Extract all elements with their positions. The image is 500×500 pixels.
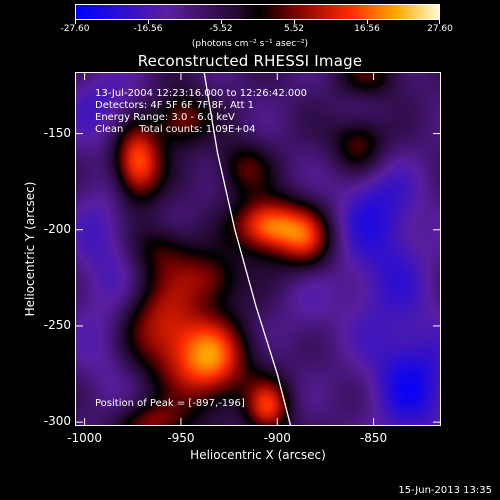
y-tick-label: -150	[43, 125, 71, 140]
info-detectors: Detectors: 4F 5F 6F 7F 8F, Att 1	[95, 100, 255, 111]
colorbar-tick-label: -27.60	[60, 24, 90, 34]
info-time: 13-Jul-2004 12:23:16.000 to 12:26:42.000	[95, 88, 307, 99]
timestamp: 15-Jun-2013 13:35	[398, 485, 492, 496]
heatmap-canvas	[75, 72, 441, 426]
info-clean: Clean Total counts: 1.09E+04	[95, 124, 256, 135]
y-tick-label: -200	[43, 221, 71, 236]
x-axis-label: Heliocentric X (arcsec)	[190, 448, 326, 462]
plot-title: Reconstructed RHESSI Image	[137, 52, 363, 70]
colorbar-tick-mark	[294, 19, 295, 24]
y-tick-marks	[75, 133, 441, 423]
image-plot: 13-Jul-2004 12:23:16.000 to 12:26:42.000…	[75, 72, 441, 426]
x-tick-label: -1000	[67, 431, 103, 445]
colorbar-tick-mark	[148, 19, 149, 24]
colorbar-tick-label: 16.56	[354, 24, 380, 34]
x-tick-marks	[84, 72, 375, 426]
solar-limb-line	[203, 72, 292, 426]
plot-overlay	[75, 72, 441, 426]
colorbar-tick-mark	[221, 19, 222, 24]
colorbar-tick-label: -5.52	[209, 24, 233, 34]
colorbar-tick-label: 27.60	[427, 24, 453, 34]
y-tick-label: -300	[43, 414, 71, 429]
info-energy: Energy Range: 3.0 - 6.0 keV	[95, 112, 235, 123]
colorbar-gradient	[76, 5, 439, 19]
plot-frame	[75, 72, 441, 426]
colorbar-tick-mark	[439, 19, 440, 24]
x-tick-label: -950	[167, 431, 195, 445]
x-tick-label: -850	[359, 431, 388, 445]
colorbar-tick-label: -16.56	[133, 24, 163, 34]
colorbar	[75, 4, 440, 20]
colorbar-tick-mark	[367, 19, 368, 24]
colorbar-units: (photons cm⁻² s⁻¹ asec⁻²)	[191, 39, 309, 49]
y-tick-label: -250	[43, 317, 71, 332]
colorbar-tick-mark	[75, 19, 76, 24]
peak-position: Position of Peak = [-897,-196]	[95, 398, 245, 409]
colorbar-ticks: -27.60 -16.56 -5.52 5.52 16.56 27.60	[60, 4, 453, 36]
x-tick-label: -900	[263, 431, 291, 445]
y-axis-label: Heliocentric Y (arcsec)	[23, 181, 37, 317]
colorbar-tick-label: 5.52	[283, 24, 305, 34]
